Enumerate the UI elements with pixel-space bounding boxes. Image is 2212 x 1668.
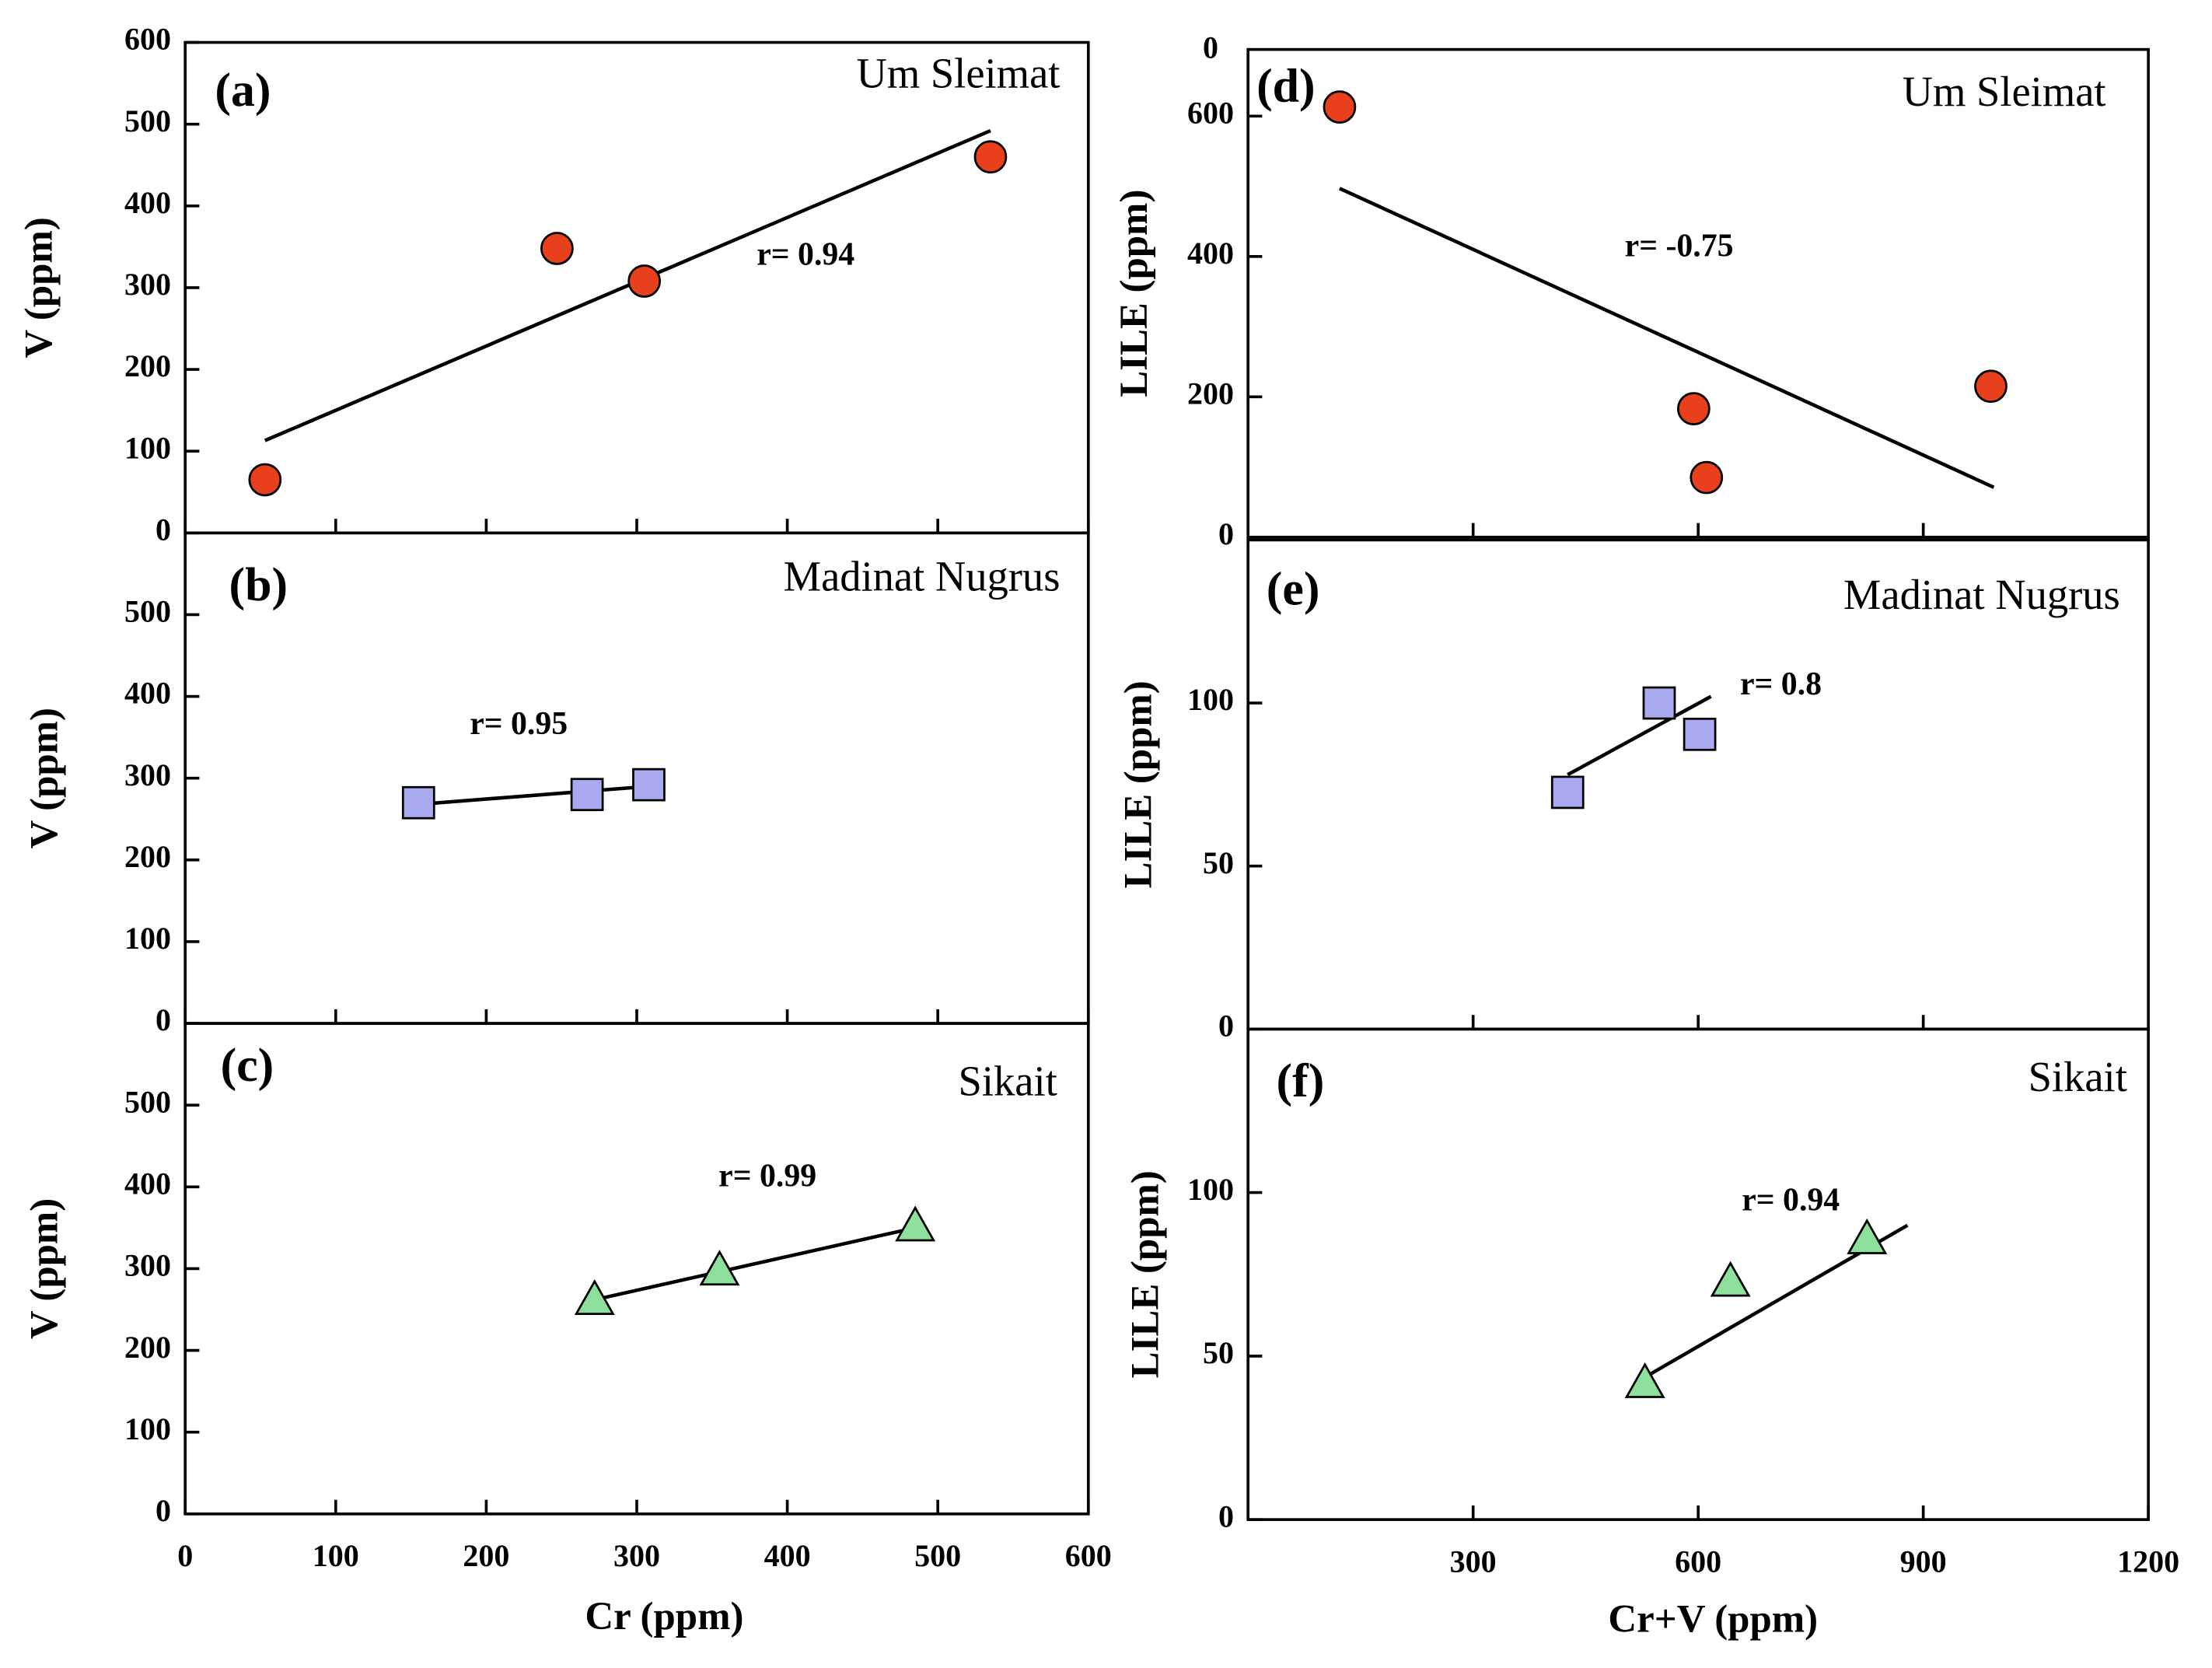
y-axis-label: V (ppm) — [23, 1198, 67, 1339]
y-tick-label: 0 — [156, 512, 171, 547]
point — [1677, 392, 1711, 425]
correlation: r= 0.94 — [1742, 1183, 1840, 1219]
y-tick-label: 500 — [124, 103, 171, 138]
y-tick-label: 500 — [124, 594, 171, 629]
y-axis-label: LILE (ppm) — [1113, 190, 1156, 397]
x-axis-label: Cr+V (ppm) — [1608, 1598, 1818, 1642]
y-axis-label: V (ppm) — [17, 217, 61, 358]
panel-label: (c) — [221, 1039, 274, 1092]
x-tick-label: 300 — [1450, 1544, 1497, 1579]
x-tick-label: 400 — [764, 1538, 811, 1573]
y-tick-label: 0 — [1218, 1498, 1234, 1533]
trend-line — [264, 128, 991, 442]
point — [1624, 1362, 1665, 1398]
y-tick-label: 0 — [1218, 1009, 1234, 1044]
correlation: r= 0.8 — [1740, 666, 1822, 702]
point — [1974, 369, 2008, 404]
x-tick-label: 0 — [177, 1538, 193, 1573]
y-tick-label: 300 — [124, 757, 171, 792]
y-tick-label: 50 — [1203, 845, 1234, 880]
x-tick-label: 500 — [914, 1538, 961, 1573]
point — [699, 1250, 740, 1286]
point — [1683, 717, 1717, 751]
y-tick-label: 100 — [124, 430, 171, 465]
x-tick-label: 100 — [313, 1538, 359, 1573]
trend-line — [1567, 694, 1712, 777]
y-tick-label: 200 — [124, 1330, 171, 1365]
correlation: r= -0.75 — [1625, 229, 1734, 264]
y-tick-label: 400 — [124, 1166, 171, 1201]
x-tick-label: 200 — [463, 1538, 509, 1573]
y-tick-label: 400 — [124, 676, 171, 711]
point — [1710, 1261, 1751, 1297]
panel-title: Sikait — [2029, 1053, 2127, 1100]
y-tick-label: 500 — [124, 1084, 171, 1119]
y-tick-label: 100 — [1187, 1172, 1234, 1207]
y-tick-label: 50 — [1203, 1335, 1234, 1370]
point — [1323, 90, 1357, 124]
x-axis-label: Cr (ppm) — [585, 1595, 743, 1638]
point — [1550, 775, 1585, 810]
y-tick-label: 600 — [1187, 96, 1234, 131]
correlation: r= 0.94 — [757, 236, 854, 272]
trend-line — [594, 1226, 916, 1302]
y-tick-label: 300 — [124, 267, 171, 302]
y-axis-label: V (ppm) — [23, 708, 67, 848]
y-tick-label: 200 — [1187, 376, 1234, 411]
x-tick-label: 900 — [1900, 1544, 1947, 1579]
point — [570, 778, 604, 812]
point — [973, 140, 1008, 174]
point — [1847, 1218, 1888, 1254]
x-tick-label: 600 — [1675, 1544, 1721, 1579]
point — [1690, 460, 1724, 495]
panel-title: Sikait — [959, 1058, 1057, 1105]
panel-title: Madinat Nugrus — [1843, 571, 2120, 618]
panel-label: (b) — [229, 558, 288, 611]
point — [401, 785, 435, 820]
plot-frame — [183, 1022, 1090, 1516]
point — [1642, 686, 1676, 720]
x-tick-label: 300 — [613, 1538, 660, 1573]
panel-title: Um Sleimat — [856, 49, 1060, 96]
panel-title: Um Sleimat — [1903, 68, 2106, 115]
y-tick-label: 400 — [1187, 236, 1234, 271]
y-tick-label: 100 — [1187, 682, 1234, 717]
plot-frame — [1246, 1027, 2150, 1521]
x-tick-label: 600 — [1065, 1538, 1112, 1573]
panel-title: Madinat Nugrus — [784, 553, 1061, 600]
corner-label: 0 — [1203, 30, 1218, 65]
y-axis-label: LILE (ppm) — [1117, 680, 1161, 888]
y-tick-label: 100 — [124, 1411, 171, 1446]
y-tick-label: 400 — [124, 185, 171, 220]
y-tick-label: 300 — [124, 1248, 171, 1283]
y-tick-label: 0 — [1218, 516, 1234, 551]
y-tick-label: 600 — [124, 22, 171, 57]
panel-label: (d) — [1256, 60, 1316, 113]
correlation: r= 0.99 — [718, 1159, 816, 1194]
point — [632, 768, 666, 802]
y-tick-label: 200 — [124, 839, 171, 874]
panel-label: (f) — [1277, 1054, 1325, 1107]
y-tick-label: 100 — [124, 921, 171, 956]
point — [574, 1279, 615, 1315]
trend-line — [418, 784, 649, 806]
point — [627, 264, 662, 298]
correlation: r= 0.95 — [470, 706, 568, 742]
point — [895, 1205, 936, 1242]
panel-label: (a) — [215, 64, 271, 117]
trend-line — [1338, 187, 1995, 489]
point — [248, 463, 282, 497]
x-tick-label: 1200 — [2117, 1544, 2179, 1579]
point — [540, 232, 574, 265]
panel-label: (e) — [1267, 563, 1320, 616]
y-tick-label: 0 — [156, 1002, 171, 1037]
y-tick-label: 0 — [156, 1493, 171, 1528]
y-tick-label: 200 — [124, 348, 171, 383]
y-axis-label: LILE (ppm) — [1124, 1170, 1168, 1378]
